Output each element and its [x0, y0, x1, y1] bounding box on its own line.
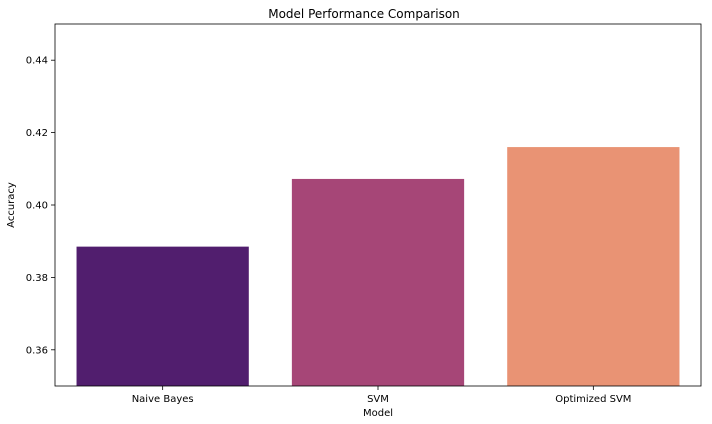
x-tick-label: SVM — [367, 394, 389, 405]
plot-area — [76, 147, 680, 386]
axes-frame — [54, 23, 702, 387]
x-tick-label: Naive Bayes — [132, 394, 194, 405]
chart-title: Model Performance Comparison — [268, 7, 460, 21]
y-axis-label: Accuracy — [6, 182, 17, 228]
y-tick-label: 0.44 — [26, 56, 48, 67]
x-axis-ticks: Naive Bayes SVM Optimized SVM — [132, 386, 631, 405]
y-tick-label: 0.36 — [26, 345, 48, 356]
bar-naive-bayes — [76, 246, 249, 386]
x-axis-label: Model — [363, 408, 393, 419]
y-tick-label: 0.38 — [26, 273, 48, 284]
y-axis-ticks: 0.36 0.38 0.40 0.42 0.44 — [26, 56, 55, 356]
y-tick-label: 0.40 — [26, 201, 48, 212]
bar-svm — [291, 178, 465, 386]
x-tick-label: Optimized SVM — [555, 394, 631, 405]
bar-optimized-svm — [507, 147, 680, 386]
y-tick-label: 0.42 — [26, 128, 48, 139]
